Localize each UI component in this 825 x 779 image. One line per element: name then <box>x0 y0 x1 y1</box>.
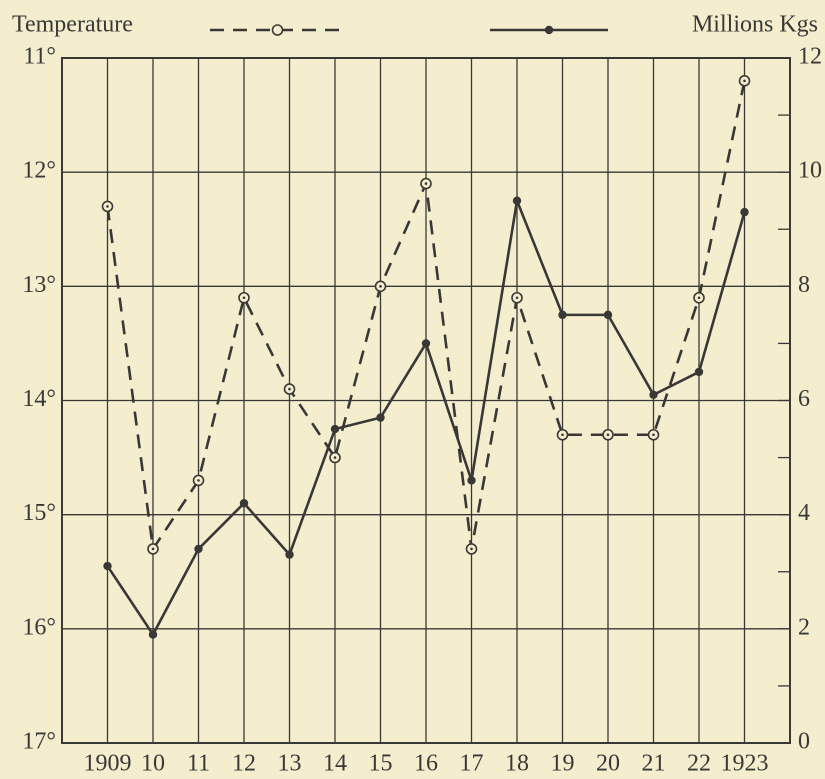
marker <box>512 196 522 205</box>
marker-dot <box>561 433 564 437</box>
x-tick-label: 1909 <box>84 751 132 777</box>
marker-dot <box>424 182 428 185</box>
marker <box>148 630 158 639</box>
y2-tick-label: 2 <box>798 614 810 640</box>
x-tick-label: 17 <box>460 751 484 777</box>
x-tick-label: 19 <box>551 751 575 777</box>
marker <box>239 499 249 508</box>
y2-tick-label: 12 <box>798 44 822 70</box>
y-tick-label: 12° <box>22 158 56 184</box>
marker <box>421 339 431 348</box>
y2-tick-label: 8 <box>798 272 810 298</box>
marker <box>330 424 340 434</box>
marker <box>740 207 749 217</box>
y-tick-label: 14° <box>22 386 56 412</box>
marker-dot <box>606 433 610 437</box>
marker <box>194 544 203 554</box>
marker <box>103 561 112 571</box>
marker <box>467 476 476 485</box>
marker-dot <box>697 296 701 300</box>
y2-tick-label: 10 <box>798 158 822 184</box>
marker <box>603 310 613 320</box>
x-tick-label: 11 <box>187 751 210 777</box>
x-tick-label: 21 <box>642 751 666 777</box>
legend-marker <box>271 24 284 36</box>
y2-tick-label: 4 <box>798 500 810 526</box>
marker <box>649 390 658 399</box>
marker-dot <box>151 547 155 551</box>
x-tick-label: 15 <box>369 751 393 777</box>
marker <box>285 550 294 559</box>
marker <box>694 367 704 377</box>
marker-dot <box>515 296 519 300</box>
y2-tick-label: 0 <box>798 729 810 755</box>
y-tick-label: 13° <box>22 272 56 298</box>
marker <box>558 310 567 320</box>
x-tick-label: 20 <box>596 751 620 777</box>
x-tick-label: 12 <box>232 751 256 777</box>
marker-dot <box>652 433 655 437</box>
x-tick-label: 22 <box>687 751 711 777</box>
legend-marker <box>544 25 554 35</box>
y-tick-label: 11° <box>23 44 56 70</box>
marker-dot <box>106 205 109 208</box>
marker <box>376 413 385 422</box>
y2-tick-label: 6 <box>798 386 810 412</box>
y-tick-label: 17° <box>22 729 56 755</box>
legend-label: Temperature <box>12 12 133 38</box>
marker-dot <box>333 456 337 459</box>
x-tick-label: 14 <box>323 751 347 777</box>
x-tick-label: 1923 <box>721 751 769 777</box>
x-tick-label: 13 <box>278 751 302 777</box>
marker-dot <box>743 79 746 83</box>
legend-label: Millions Kgs <box>692 12 818 38</box>
marker-dot <box>379 285 382 288</box>
x-tick-label: 10 <box>141 751 165 777</box>
plot-frame <box>61 57 791 744</box>
y-tick-label: 15° <box>22 500 56 526</box>
x-tick-label: 18 <box>505 751 529 777</box>
marker-dot <box>242 296 246 300</box>
y-tick-label: 16° <box>22 614 56 640</box>
marker-dot <box>197 479 200 482</box>
marker-dot <box>288 387 291 391</box>
marker-dot <box>470 547 473 551</box>
x-tick-label: 16 <box>414 751 438 777</box>
